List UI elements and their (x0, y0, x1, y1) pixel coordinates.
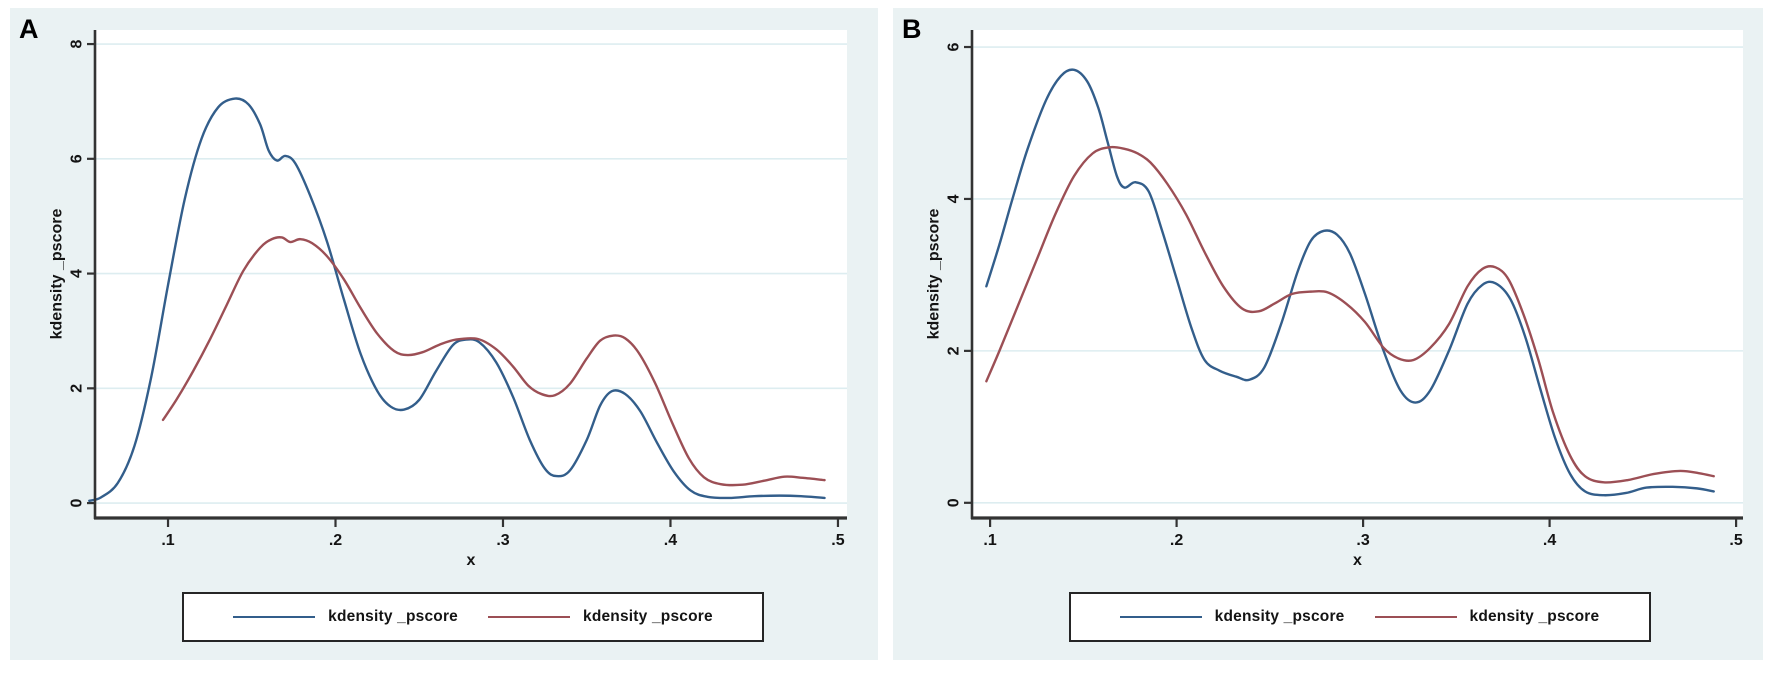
panel-a: A 0 2 4 6 8 .1 .2 .3 .4 .5 x kdensity _pscore kdens… (10, 8, 878, 660)
y-tick-label: 2 (69, 384, 86, 393)
legend-b: kdensity _pscore kdensity _pscore (1068, 592, 1651, 642)
legend-label: kdensity _pscore (328, 608, 458, 625)
navy-line-sample-icon (1119, 616, 1202, 618)
plot-area-a: 0 2 4 6 8 .1 .2 .3 .4 .5 x kdensity _pscore (49, 30, 847, 569)
legend-label: kdensity _pscore (1214, 608, 1345, 625)
x-tick-label: .2 (1170, 532, 1183, 549)
x-tick-label: .4 (1543, 532, 1556, 549)
legend-label: kdensity _pscore (583, 608, 713, 625)
x-axis-title: x (467, 552, 476, 569)
y-tick-label: 4 (946, 194, 963, 203)
x-tick-label: .3 (1356, 532, 1369, 549)
legend-a: kdensity _pscore kdensity _pscore (182, 592, 764, 642)
panel-label-a: A (19, 14, 39, 44)
legend-item-maroon: kdensity _pscore (488, 608, 713, 626)
x-tick-label: .2 (329, 532, 342, 549)
y-tick-label: 6 (69, 154, 86, 163)
y-tick-label: 0 (69, 499, 86, 508)
panel-b: B 0 2 4 6 .1 .2 .3 .4 .5 x kdensity _pscore kdensi… (893, 8, 1763, 660)
density-curve-maroon (985, 145, 1715, 484)
x-tick-label: .4 (664, 532, 677, 549)
maroon-line-sample-icon (1374, 616, 1457, 618)
x-tick-label: .5 (831, 532, 844, 549)
x-axis-title: x (1353, 552, 1362, 569)
density-curve-navy (88, 97, 826, 502)
y-tick-label: 6 (946, 42, 963, 51)
density-curve-navy (985, 68, 1715, 497)
y-tick-label: 4 (69, 269, 86, 278)
x-tick-label: .1 (983, 532, 996, 549)
y-tick-label: 0 (946, 498, 963, 507)
plot-area-b: 0 2 4 6 .1 .2 .3 .4 .5 x kdensity _pscore (926, 30, 1743, 569)
y-tick-label: 2 (946, 346, 963, 355)
legend-item-navy: kdensity _pscore (1119, 608, 1345, 626)
x-tick-label: .1 (161, 532, 174, 549)
legend-label: kdensity _pscore (1469, 608, 1600, 625)
x-tick-label: .3 (496, 532, 509, 549)
y-axis-title: kdensity _pscore (926, 209, 943, 340)
density-curve-maroon (161, 236, 826, 487)
legend-item-maroon: kdensity _pscore (1374, 608, 1600, 626)
maroon-line-sample-icon (488, 616, 570, 618)
y-axis-title: kdensity _pscore (49, 209, 66, 340)
x-tick-label: .5 (1729, 532, 1742, 549)
panel-label-b: B (902, 14, 922, 44)
y-tick-label: 8 (69, 40, 86, 49)
legend-item-navy: kdensity _pscore (233, 608, 458, 626)
navy-line-sample-icon (233, 616, 316, 618)
